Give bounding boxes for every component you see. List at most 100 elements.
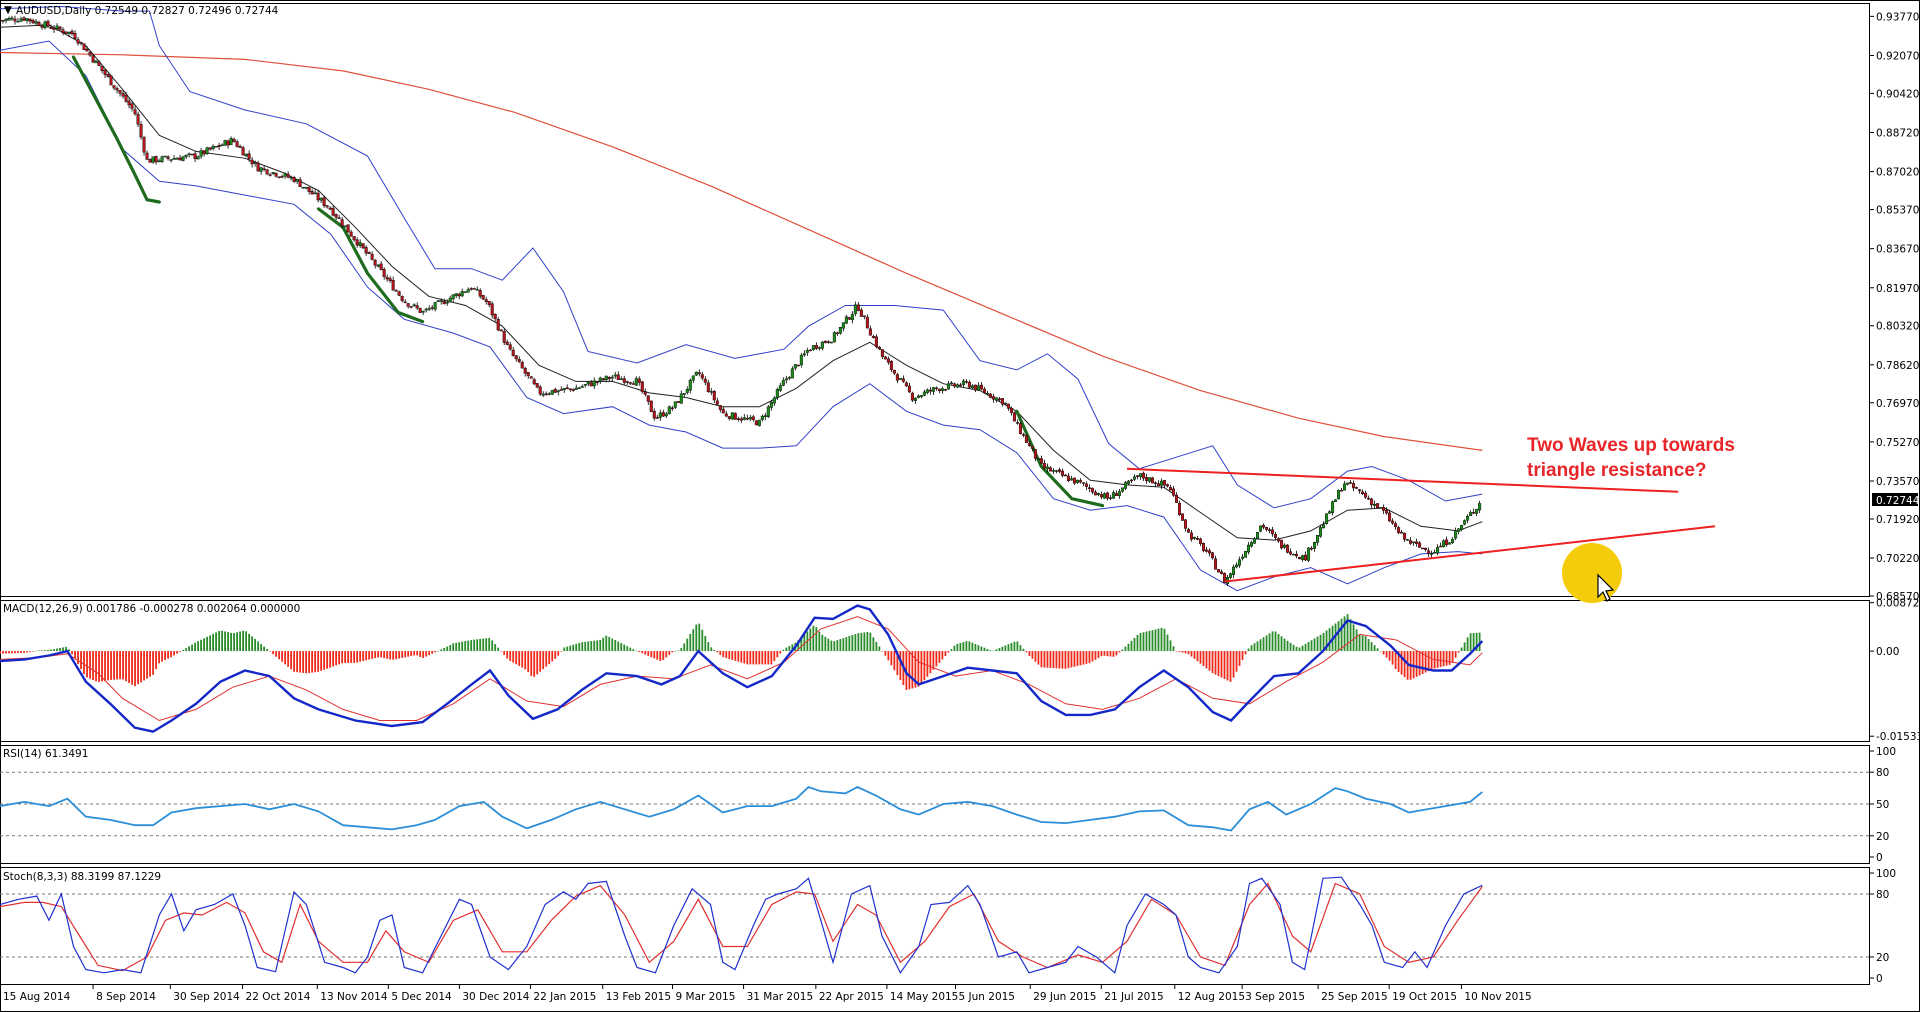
time-label: 22 Oct 2014 xyxy=(246,991,311,1003)
candle-body xyxy=(811,345,815,350)
macd-histogram-bar xyxy=(17,651,19,654)
candle-body xyxy=(1391,520,1395,524)
macd-histogram-bar xyxy=(845,637,848,652)
candle-body xyxy=(1280,539,1284,549)
candle-body xyxy=(136,113,140,125)
candle-body xyxy=(427,308,431,310)
candle-body xyxy=(616,374,620,380)
macd-histogram-bar xyxy=(212,633,214,652)
macd-histogram-bar xyxy=(398,651,401,659)
stochastic-signal-line xyxy=(0,882,1483,972)
candle-body xyxy=(937,388,941,392)
candle-body xyxy=(757,419,761,427)
candle-body xyxy=(670,407,674,410)
macd-histogram-bar xyxy=(242,630,245,652)
macd-histogram-bar xyxy=(1082,651,1085,665)
macd-histogram-bar xyxy=(194,642,196,652)
time-label: 25 Sep 2015 xyxy=(1321,991,1388,1003)
macd-histogram-bar xyxy=(518,651,521,666)
candle-body xyxy=(292,177,296,183)
price-axis-label: 0.85370 xyxy=(1876,205,1919,217)
macd-histogram-bar xyxy=(89,651,91,679)
candle-body xyxy=(1192,536,1196,539)
price-axis-label: 0.88720 xyxy=(1876,128,1919,140)
candle-body xyxy=(1054,470,1058,472)
candle-body xyxy=(1223,572,1227,584)
macd-histogram-bar xyxy=(71,651,73,655)
macd-histogram-bar xyxy=(227,632,229,652)
price-axis: 0.93770 0.92070 0.90420 0.88720 0.87020 0.853… xyxy=(1869,11,1920,603)
candle-body xyxy=(823,340,827,343)
candle-body xyxy=(1036,458,1040,460)
candle-body xyxy=(1205,549,1209,552)
price-panel[interactable]: 0.93770 0.92070 0.90420 0.88720 0.87020 0.853… xyxy=(0,4,1920,603)
macd-histogram-bar xyxy=(1451,651,1454,663)
candle-body xyxy=(1084,483,1088,487)
macd-histogram-bar xyxy=(1076,651,1079,667)
macd-histogram-bar xyxy=(860,632,863,652)
candle-body xyxy=(901,378,905,382)
macd-histogram-bar xyxy=(1460,647,1463,652)
macd-histogram-bar xyxy=(1193,651,1196,659)
macd-histogram-bar xyxy=(1217,651,1220,677)
candle-body xyxy=(1174,494,1178,503)
macd-histogram-bar xyxy=(1199,651,1202,664)
candle-body xyxy=(328,207,332,210)
candle-body xyxy=(739,418,743,421)
macd-histogram-bar xyxy=(692,629,695,652)
candle-body xyxy=(859,309,863,317)
candle-body xyxy=(1232,566,1236,575)
macd-histogram-bar xyxy=(350,651,353,663)
macd-histogram-bar xyxy=(515,651,518,665)
candle-body xyxy=(79,42,83,44)
candle-body xyxy=(310,191,314,195)
price-axis-label: 0.71920 xyxy=(1876,514,1919,526)
macd-histogram-bar xyxy=(5,651,7,654)
candle-body xyxy=(745,417,749,420)
macd-histogram-bar xyxy=(491,640,494,652)
macd-histogram-bar xyxy=(1313,638,1316,652)
moving-average-line xyxy=(0,24,1483,541)
rsi-axis-label: 80 xyxy=(1876,767,1889,779)
time-label: 8 Sep 2014 xyxy=(96,991,156,1003)
price-axis-label: 0.76970 xyxy=(1876,398,1919,410)
macd-histogram-bar xyxy=(335,651,338,666)
candle-body xyxy=(961,380,965,386)
candle-body xyxy=(1361,491,1365,495)
macd-histogram-bar xyxy=(1388,651,1391,661)
candle-body xyxy=(991,396,995,400)
macd-histogram-bar xyxy=(1013,641,1016,652)
macd-histogram-bar xyxy=(365,651,368,661)
macd-histogram-bar xyxy=(1271,631,1274,652)
candle-body xyxy=(1159,480,1163,486)
macd-histogram-bar xyxy=(1016,641,1019,652)
candle-body xyxy=(301,186,305,189)
candle-body xyxy=(1042,462,1046,469)
macd-histogram-bar xyxy=(926,651,929,677)
macd-histogram-bar xyxy=(983,647,986,652)
stochastic-panel[interactable]: 100 80 20 0 Stoch(8,3,3) 88.3199 87.1229 xyxy=(0,868,1896,985)
candle-body xyxy=(1171,488,1175,496)
candle-body xyxy=(454,293,458,297)
price-header-arrow[interactable]: ▼ xyxy=(4,4,13,16)
macd-histogram-bar xyxy=(887,651,890,661)
macd-histogram-bar xyxy=(755,651,758,665)
macd-histogram-bar xyxy=(305,651,308,674)
candle-body xyxy=(1021,434,1025,436)
candle-body xyxy=(181,156,185,161)
macd-histogram-bar xyxy=(419,651,422,657)
candle-body xyxy=(982,388,986,394)
macd-histogram-bar xyxy=(1361,635,1364,652)
candle-body xyxy=(496,319,500,331)
candle-body xyxy=(628,382,632,384)
macd-histogram-bar xyxy=(1430,651,1433,670)
stochastic-axis-label: 20 xyxy=(1876,952,1889,964)
candle-body xyxy=(712,391,716,401)
macd-histogram-bar xyxy=(233,632,235,652)
rsi-panel[interactable]: 100 80 50 20 0 RSI(14) 61.3491 xyxy=(0,746,1896,864)
candle-body xyxy=(775,389,779,398)
macd-panel[interactable]: 0.008723 0.00 -0.015338 MACD(12,26,9) 0.00… xyxy=(0,598,1920,744)
candle-body xyxy=(580,386,584,388)
macd-histogram-bar xyxy=(1367,639,1370,652)
